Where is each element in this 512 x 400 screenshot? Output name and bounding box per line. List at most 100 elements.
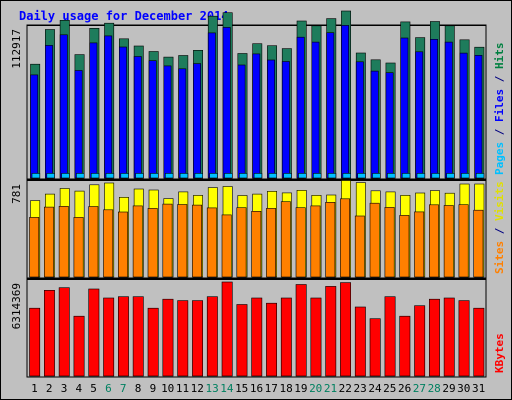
bar-kbytes-day-6 [103,297,115,377]
y-max-label: 6314369 [10,283,23,329]
bar-pages-day-15 [239,173,248,179]
bar-files-day-22 [341,25,349,179]
bar-sites-day-6 [103,209,114,278]
bar-kbytes-day-16 [251,297,263,377]
bar-sites-day-21 [325,202,336,278]
bar-files-day-9 [148,60,157,179]
bar-files-day-23 [355,61,364,179]
bar-sites-day-5 [88,206,99,278]
series-legend-label: Sites / Visits [493,181,506,274]
bar-sites-day-23 [354,215,365,278]
bar-files-day-12 [193,63,201,179]
x-tick-label: 28 [428,382,441,395]
bar-kbytes-day-20 [310,297,322,377]
bar-kbytes-day-17 [266,302,277,377]
bar-pages-day-25 [387,173,396,179]
series-legend-label: Pages / Files / Hits [493,43,506,176]
bar-pages-day-9 [150,173,159,179]
bar-pages-day-19 [298,173,307,179]
bar-pages-day-20 [312,173,322,179]
legend-part-3: Visits [493,181,506,221]
bar-sites-day-4 [73,217,84,278]
bar-kbytes-day-18 [280,297,292,377]
bar-files-day-2 [44,45,53,179]
x-tick-label: 15 [235,382,248,395]
bar-pages-day-7 [120,173,129,179]
bar-files-day-25 [385,72,394,179]
bar-kbytes-day-27 [414,305,426,377]
bar-sites-day-8 [132,205,143,278]
bar-pages-day-14 [224,173,233,179]
bar-kbytes-day-11 [177,300,189,377]
bar-files-day-10 [163,65,172,179]
legend-part-4: / [493,69,506,89]
bar-pages-day-23 [357,173,366,179]
bar-files-day-27 [415,51,424,179]
bar-files-day-26 [400,37,409,179]
bar-kbytes-day-8 [132,296,144,377]
bar-pages-day-30 [461,173,470,179]
bar-sites-day-12 [192,204,202,278]
x-tick-label: 13 [205,382,218,395]
legend-part-5: Hits [493,43,506,70]
bar-sites-day-17 [266,208,276,278]
x-tick-label: 26 [398,382,411,395]
chart-panels: 112917 Pages / Files / Hits 781 Sites / Vis… [10,10,506,378]
bar-sites-day-14 [221,214,232,278]
bar-sites-day-2 [43,206,54,278]
bar-sites-day-25 [384,207,395,278]
bar-kbytes-day-31 [473,307,485,377]
bar-files-day-7 [119,46,127,179]
x-axis-labels: 1 2 3 4 5 6 7 8 9 10 11 12 13 14 15 16 17 18 19 20 21 22 23 24 2… [31,382,485,395]
x-tick-label: 29 [442,382,455,395]
x-tick-label: 20 [309,382,322,395]
legend-part-1: Sites [493,241,506,274]
bar-files-day-18 [281,61,290,179]
x-tick-label: 1 [31,382,38,395]
x-tick-label: 8 [135,382,142,395]
bar-files-day-15 [237,64,246,179]
legend-part-2: / [493,221,506,241]
x-tick-label: 24 [368,382,382,395]
bar-kbytes-day-5 [88,288,100,377]
bar-kbytes-day-7 [118,296,129,377]
bar-files-day-13 [207,32,216,179]
legend-part-1: Pages [493,142,506,175]
x-tick-label: 2 [46,382,53,395]
bar-sites-day-22 [340,198,350,278]
x-tick-label: 10 [161,382,174,395]
bar-sites-day-24 [369,202,380,278]
bar-files-day-14 [222,27,231,179]
bar-sites-day-1 [29,217,40,278]
bar-sites-day-3 [58,206,69,278]
x-tick-label: 3 [61,382,68,395]
bar-files-day-20 [311,41,320,179]
y-max-label: 112917 [10,29,23,69]
bar-kbytes-day-1 [29,307,41,377]
x-tick-label: 22 [339,382,352,395]
x-tick-label: 30 [457,382,470,395]
bar-pages-day-1 [31,173,41,179]
x-tick-label: 12 [191,382,204,395]
bar-files-day-17 [267,59,275,179]
legend-part-2: / [493,122,506,142]
bar-kbytes-day-4 [73,315,85,377]
bar-pages-day-27 [416,173,426,179]
bar-files-day-31 [474,54,483,179]
bar-pages-day-21 [327,173,337,179]
bar-files-day-19 [296,36,305,179]
bar-pages-day-8 [135,173,144,179]
panel-1: 112917 Pages / Files / Hits [10,10,506,180]
panel-3: 6314369 KBytes [10,278,506,378]
bar-kbytes-day-21 [325,286,337,377]
legend-part-3: Files [493,89,506,122]
bar-pages-day-24 [372,173,381,179]
bar-files-day-4 [74,70,83,179]
bar-files-day-29 [444,41,453,179]
bar-pages-day-31 [475,173,485,179]
bar-files-day-30 [459,52,468,179]
x-tick-label: 17 [265,382,278,395]
bar-sites-day-20 [310,205,321,278]
x-tick-label: 16 [250,382,263,395]
